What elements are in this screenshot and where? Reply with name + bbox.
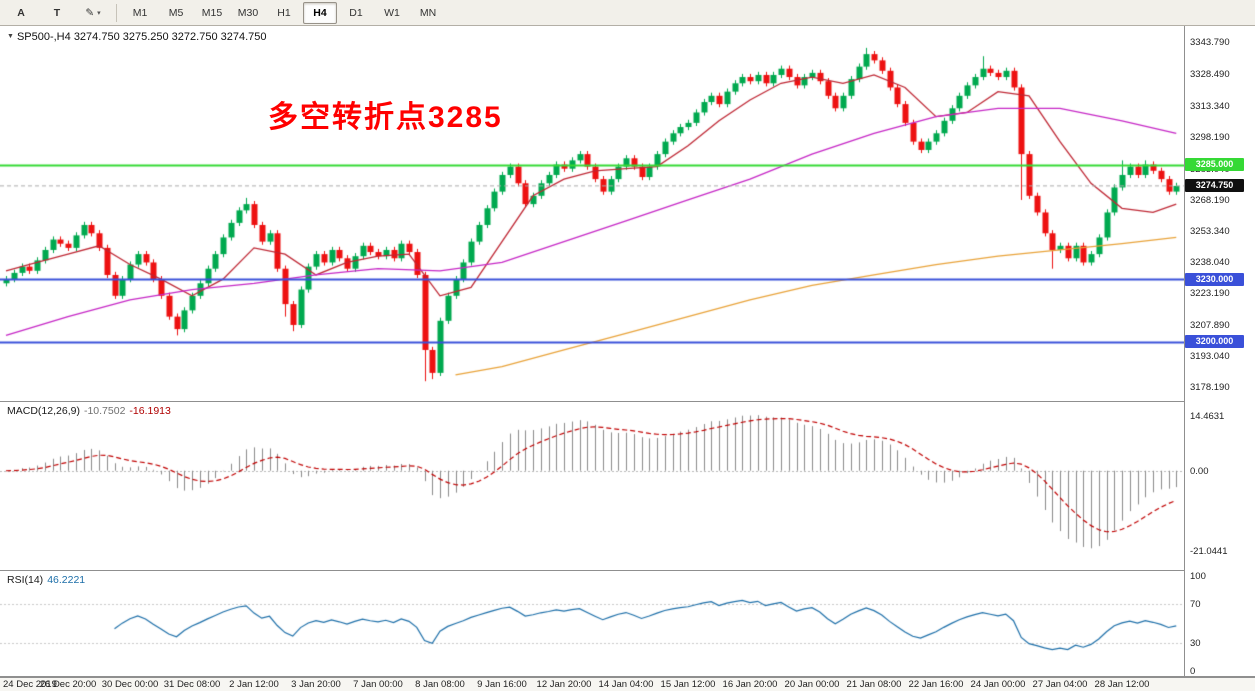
time-tick-label: 2 Jan 12:00 [229, 679, 279, 690]
time-tick-label: 26 Dec 20:00 [39, 679, 97, 690]
price-tick-label: 3178.190 [1190, 382, 1230, 394]
symbol-dropdown-icon[interactable]: ▼ [7, 33, 14, 40]
price-tick-label: 14.4631 [1190, 410, 1225, 422]
price-tick-label: 0 [1190, 666, 1196, 676]
price-tick-label: 3313.340 [1190, 100, 1230, 112]
price-tick-label: 3253.340 [1190, 225, 1230, 237]
timeframe-m1-button[interactable]: M1 [132, 6, 148, 19]
chart-title: ▼ SP500-,H4 3274.750 3275.250 3272.750 32… [7, 31, 267, 43]
rsi-value: 46.2221 [47, 574, 86, 586]
price-tick-label: 3343.790 [1190, 37, 1230, 49]
timeframe-m30-button[interactable]: M30 [237, 6, 259, 19]
toolbar: A T ✎ ▾ M1 M5 M15 M30 H1 H4 D1 W1 MN [0, 0, 1255, 26]
price-line-badge: 3230.000 [1185, 272, 1244, 286]
panel-separator[interactable] [0, 570, 1255, 571]
timeframe-mn-button[interactable]: MN [419, 6, 437, 19]
price-line-badge: 3200.000 [1185, 335, 1244, 349]
time-tick-label: 14 Jan 04:00 [598, 679, 654, 690]
tool-button-group: A T ✎ ▾ [4, 2, 110, 24]
dropdown-caret-icon: ▾ [97, 9, 101, 17]
time-tick-label: 27 Jan 04:00 [1032, 679, 1088, 690]
time-tick-label: 22 Jan 16:00 [908, 679, 964, 690]
cursor-tool-button[interactable]: A [17, 6, 25, 19]
price-tick-label: 3207.890 [1190, 320, 1230, 332]
price-line-badge: 3285.000 [1185, 158, 1244, 172]
time-tick-label: 15 Jan 12:00 [660, 679, 716, 690]
text-tool-button[interactable]: T [53, 6, 61, 19]
price-tick-label: 3298.190 [1190, 132, 1230, 144]
macd-canvas[interactable] [0, 402, 1184, 570]
macd-signal-value: -16.1913 [129, 405, 171, 417]
panel-separator [0, 676, 1255, 677]
draw-objects-tool-button[interactable]: ✎ ▾ [85, 6, 101, 19]
rsi-indicator-panel: RSI(14) 46.2221 [0, 571, 1184, 676]
time-tick-label: 31 Dec 08:00 [163, 679, 221, 690]
macd-name: MACD(12,26,9) [7, 405, 80, 417]
time-tick-label: 24 Dec 2019 [3, 679, 57, 690]
time-tick-label: 30 Dec 00:00 [101, 679, 159, 690]
timeframe-button-group: M1 M5 M15 M30 H1 H4 D1 W1 MN [123, 1, 445, 24]
time-tick-label: 7 Jan 00:00 [353, 679, 403, 690]
timeframe-h4-button[interactable]: H4 [303, 1, 337, 24]
rsi-label: RSI(14) 46.2221 [7, 574, 85, 586]
timeframe-d1-button[interactable]: D1 [349, 6, 363, 19]
symbol-timeframe-label: SP500-,H4 [16, 31, 71, 43]
price-tick-label: 3193.040 [1190, 351, 1230, 363]
rsi-canvas[interactable] [0, 571, 1184, 676]
chart-annotation-text: 多空转折点3285 [268, 101, 503, 134]
time-tick-label: 24 Jan 00:00 [970, 679, 1026, 690]
current-price-badge: 3274.750 [1185, 179, 1244, 193]
price-tick-label: 3268.190 [1190, 194, 1230, 206]
price-tick-label: 100 [1190, 570, 1206, 582]
time-tick-label: 12 Jan 20:00 [536, 679, 592, 690]
price-chart-panel: ▼ SP500-,H4 3274.750 3275.250 3272.750 32… [0, 26, 1184, 401]
toolbar-separator [116, 3, 117, 22]
timeframe-h1-button[interactable]: H1 [277, 6, 291, 19]
price-tick-label: 0.00 [1190, 465, 1209, 477]
time-tick-label: 9 Jan 16:00 [477, 679, 527, 690]
panel-separator[interactable] [0, 401, 1255, 402]
time-tick-label: 16 Jan 20:00 [722, 679, 778, 690]
time-tick-label: 3 Jan 20:00 [291, 679, 341, 690]
time-tick-label: 28 Jan 12:00 [1094, 679, 1150, 690]
price-axis-column[interactable]: 3343.7903328.4903313.3403298.1903283.040… [1184, 26, 1255, 676]
macd-main-value: -10.7502 [83, 405, 126, 417]
price-tick-label: 70 [1190, 599, 1201, 611]
price-tick-label: 3223.190 [1190, 288, 1230, 300]
time-tick-label: 8 Jan 08:00 [415, 679, 465, 690]
time-tick-label: 20 Jan 00:00 [784, 679, 840, 690]
price-tick-label: 3238.040 [1190, 257, 1230, 269]
time-axis[interactable]: 24 Dec 2019 26 Dec 20:00 30 Dec 00:00 31 De… [0, 677, 1255, 691]
price-tick-label: 3328.490 [1190, 68, 1230, 80]
price-tick-label: 30 [1190, 637, 1201, 649]
timeframe-w1-button[interactable]: W1 [384, 6, 400, 19]
macd-indicator-panel: MACD(12,26,9) -10.7502 -16.1913 [0, 402, 1184, 570]
time-tick-label: 21 Jan 08:00 [846, 679, 902, 690]
timeframe-m5-button[interactable]: M5 [168, 6, 184, 19]
timeframe-m15-button[interactable]: M15 [201, 6, 223, 19]
price-chart-canvas[interactable] [0, 26, 1184, 401]
rsi-name: RSI(14) [7, 574, 44, 586]
price-tick-label: -21.0441 [1190, 546, 1228, 558]
ohlc-readout: 3274.750 3275.250 3272.750 3274.750 [73, 31, 267, 43]
macd-label: MACD(12,26,9) -10.7502 -16.1913 [7, 405, 171, 417]
